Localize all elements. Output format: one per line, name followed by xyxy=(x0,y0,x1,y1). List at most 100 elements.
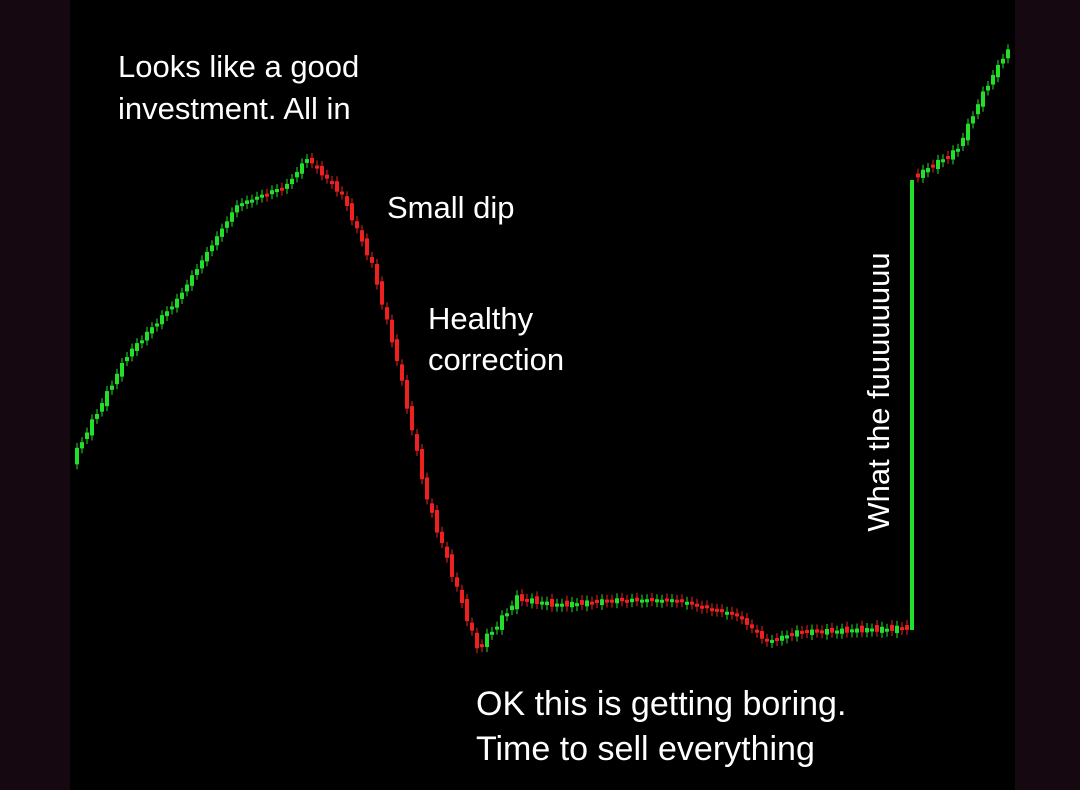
candle xyxy=(650,597,654,602)
candle xyxy=(520,594,524,602)
candle xyxy=(535,596,539,605)
candle xyxy=(640,599,644,603)
candle xyxy=(685,601,689,605)
candle xyxy=(230,212,234,222)
candle xyxy=(575,603,579,607)
candle xyxy=(385,307,389,320)
candle xyxy=(120,363,124,377)
candle xyxy=(250,199,254,203)
candle xyxy=(195,269,199,275)
candle xyxy=(430,503,434,513)
candle xyxy=(390,319,394,343)
candle xyxy=(885,628,889,632)
candle xyxy=(415,434,419,451)
candle xyxy=(605,599,609,603)
candle xyxy=(185,284,189,292)
candle xyxy=(946,156,950,160)
candle xyxy=(660,599,664,603)
candle xyxy=(470,622,474,631)
candle xyxy=(155,323,159,327)
candle xyxy=(1006,49,1010,59)
candle xyxy=(880,626,884,633)
candle xyxy=(320,165,324,176)
candle xyxy=(630,598,634,603)
candle xyxy=(890,624,894,631)
annotation: What the fuuuuuuuu xyxy=(861,252,896,531)
candle xyxy=(981,91,985,107)
candle xyxy=(715,608,719,612)
candle xyxy=(510,605,514,611)
candle xyxy=(966,123,970,141)
candle xyxy=(315,165,319,169)
candle xyxy=(590,601,594,605)
candle xyxy=(370,257,374,263)
candle xyxy=(905,625,909,630)
candle xyxy=(910,180,914,630)
candle xyxy=(360,230,364,242)
candle xyxy=(565,600,569,607)
candle xyxy=(900,627,904,631)
candle xyxy=(971,116,975,124)
candle xyxy=(710,608,714,612)
candle xyxy=(625,599,629,603)
candle xyxy=(140,340,144,344)
candle xyxy=(580,600,584,605)
candle xyxy=(795,630,799,637)
candle xyxy=(675,599,679,603)
annotation: correction xyxy=(428,342,564,377)
candle xyxy=(350,203,354,221)
candle xyxy=(355,221,359,229)
candle xyxy=(465,599,469,622)
annotation: OK this is getting boring. xyxy=(476,685,846,723)
candle xyxy=(265,193,269,197)
candle xyxy=(310,157,314,164)
candle xyxy=(505,613,509,617)
candle xyxy=(810,629,814,635)
candle xyxy=(780,635,784,641)
candle xyxy=(670,599,674,603)
candle xyxy=(700,605,704,609)
candle xyxy=(210,245,214,252)
candle xyxy=(735,613,739,617)
candle xyxy=(285,183,289,189)
annotation: Small dip xyxy=(387,190,515,225)
candle xyxy=(135,343,139,352)
candle xyxy=(180,292,184,299)
candle xyxy=(800,630,804,634)
candle xyxy=(450,554,454,577)
candle xyxy=(295,172,299,178)
candle xyxy=(745,618,749,625)
candle xyxy=(515,595,519,610)
candle xyxy=(986,85,990,91)
candle xyxy=(435,509,439,533)
candle xyxy=(850,629,854,633)
candle xyxy=(240,203,244,207)
candle xyxy=(375,264,379,285)
candle xyxy=(125,357,129,362)
candle xyxy=(440,531,444,544)
candle xyxy=(160,315,164,325)
candle xyxy=(100,403,104,412)
candle xyxy=(620,597,624,602)
candle xyxy=(870,628,874,632)
candle xyxy=(80,442,84,449)
candle xyxy=(720,609,724,613)
candle xyxy=(245,200,249,204)
candle xyxy=(755,629,759,633)
candle xyxy=(170,306,174,310)
candle xyxy=(991,74,995,85)
candle xyxy=(400,364,404,381)
candle xyxy=(365,238,369,256)
candle xyxy=(190,275,194,286)
candle xyxy=(690,601,694,605)
candle xyxy=(445,546,449,558)
candle xyxy=(790,633,794,637)
candle xyxy=(490,631,494,635)
candle xyxy=(75,447,79,465)
candle xyxy=(956,148,960,152)
candle xyxy=(110,385,114,390)
candle xyxy=(595,599,599,604)
candle xyxy=(785,635,789,639)
candle xyxy=(951,150,955,160)
